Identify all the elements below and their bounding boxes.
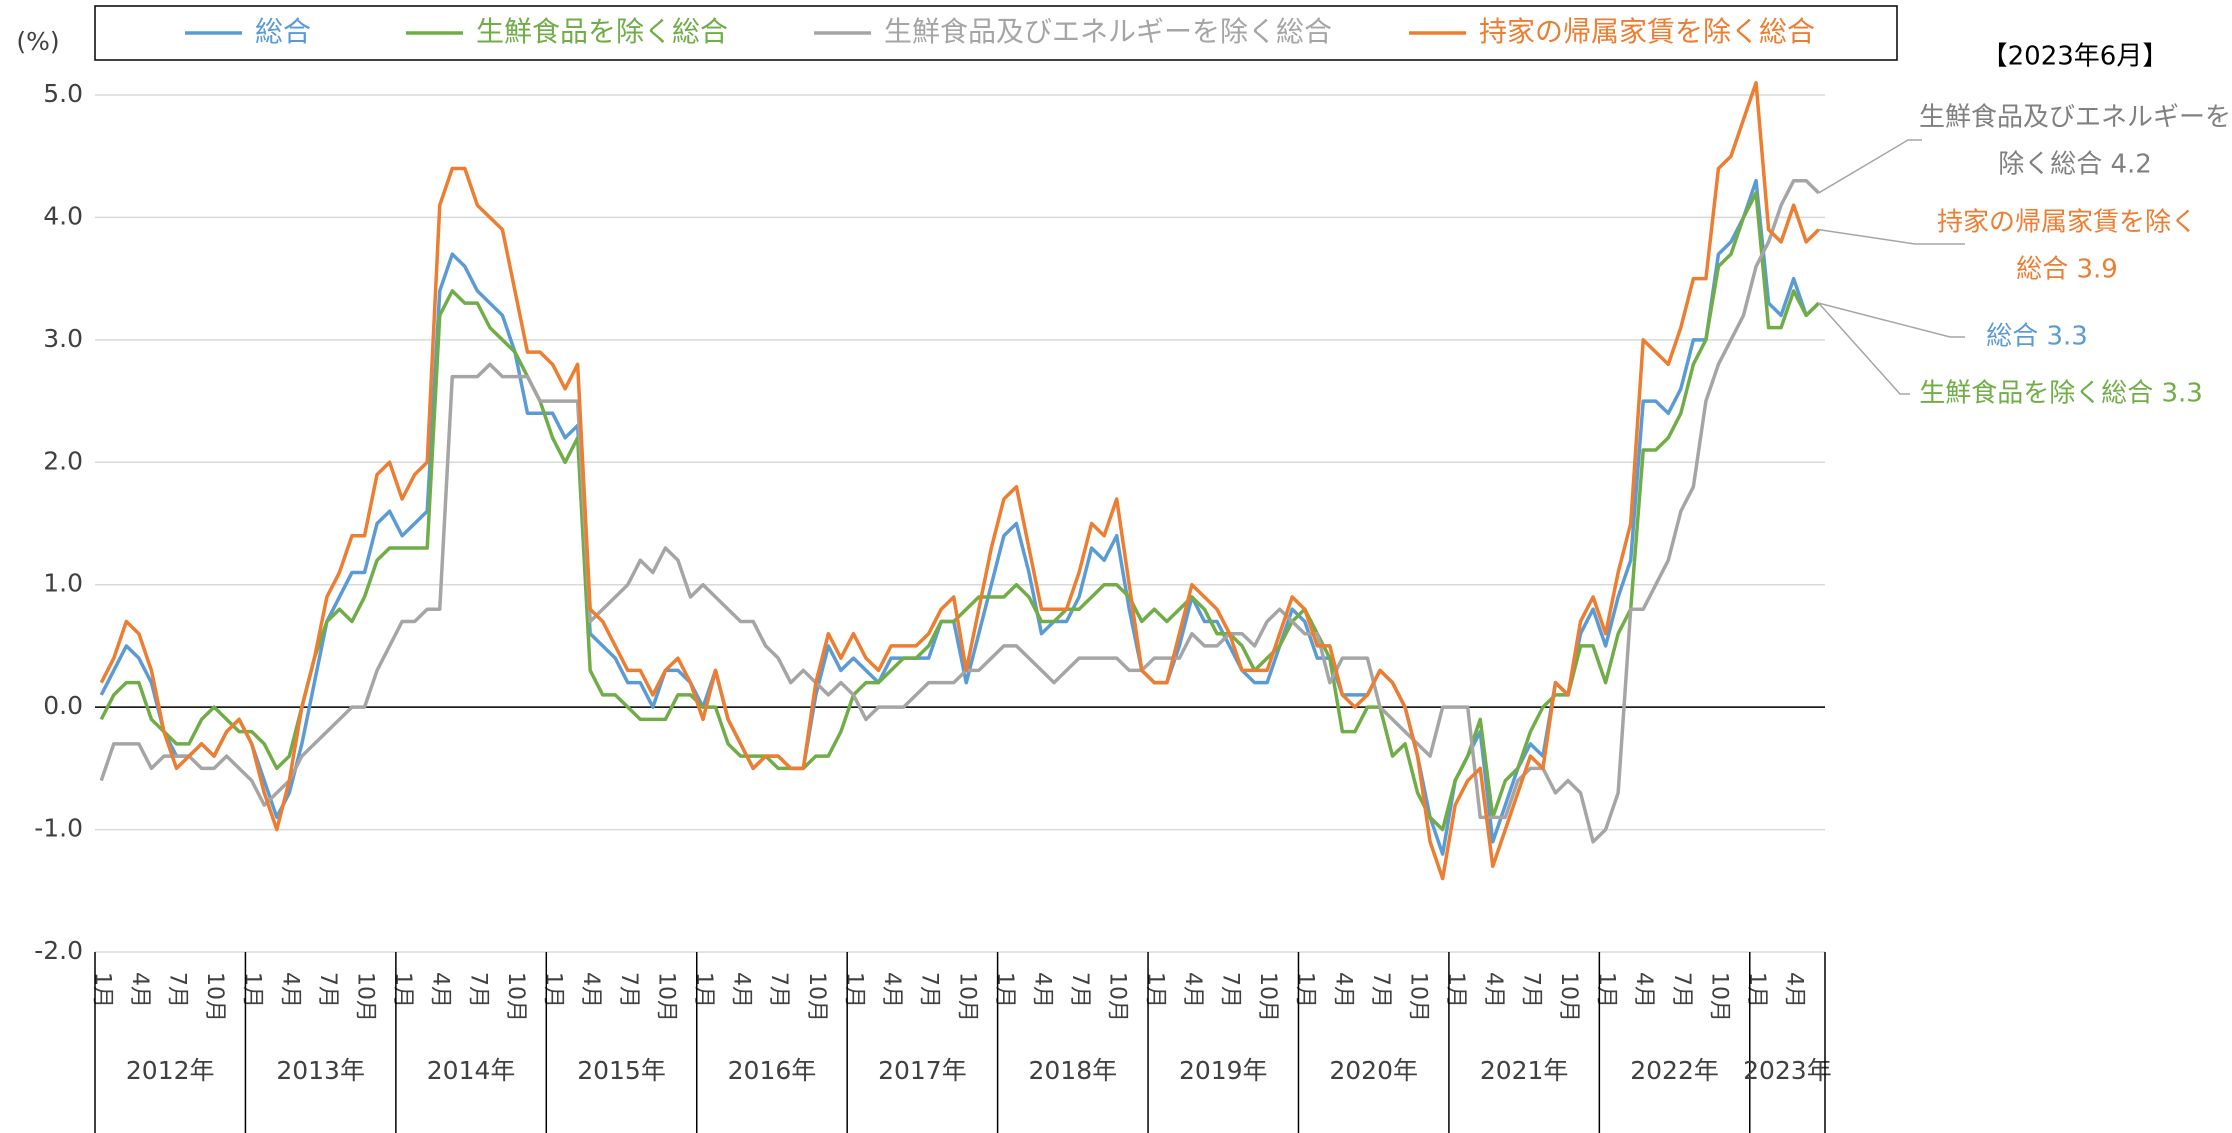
x-tick-label: 4月 <box>879 972 904 1008</box>
annotation: 除く総合 4.2 <box>1998 150 2152 180</box>
x-tick-label: 4月 <box>729 972 754 1008</box>
annotation-leader <box>1818 302 1965 338</box>
x-tick-label: 1月 <box>1443 972 1468 1008</box>
x-group-label: 2012年 <box>126 1056 215 1085</box>
x-tick-label: 1月 <box>992 972 1017 1008</box>
x-tick-label: 10月 <box>954 972 979 1022</box>
y-axis-label: (%) <box>16 27 59 56</box>
annotation: 生鮮食品及びエネルギーを <box>1919 103 2231 133</box>
x-tick-label: 10月 <box>503 972 528 1022</box>
x-tick-label: 10月 <box>1406 972 1431 1022</box>
series-line <box>99 191 1820 832</box>
x-tick-label: 10月 <box>1255 972 1280 1022</box>
x-tick-label: 7月 <box>1518 972 1543 1008</box>
x-tick-label: 10月 <box>1105 972 1130 1022</box>
y-tick-label: 0.0 <box>43 691 83 720</box>
x-tick-label: 1月 <box>841 972 866 1008</box>
x-tick-label: 4月 <box>428 972 453 1008</box>
x-tick-label: 7月 <box>1067 972 1092 1008</box>
x-tick-label: 10月 <box>1706 972 1731 1022</box>
x-group-label: 2016年 <box>728 1056 817 1085</box>
x-tick-label: 7月 <box>164 972 189 1008</box>
series-line <box>99 178 1820 856</box>
series-line <box>99 178 1820 844</box>
x-tick-label: 7月 <box>1368 972 1393 1008</box>
date-label: 【2023年6月】 <box>1982 42 2169 72</box>
x-tick-label: 7月 <box>1218 972 1243 1008</box>
x-tick-label: 10月 <box>353 972 378 1022</box>
x-tick-label: 10月 <box>804 972 829 1022</box>
x-tick-label: 1月 <box>240 972 265 1008</box>
x-tick-label: 1月 <box>1142 972 1167 1008</box>
x-tick-label: 4月 <box>1782 972 1807 1008</box>
x-tick-label: 1月 <box>691 972 716 1008</box>
legend-box <box>94 5 1898 61</box>
y-tick-label: 4.0 <box>43 201 83 230</box>
annotation: 総合 3.3 <box>1986 322 2088 352</box>
annotation: 生鮮食品を除く総合 3.3 <box>1919 379 2203 409</box>
x-tick-label: 4月 <box>277 972 302 1008</box>
x-group-label: 2021年 <box>1480 1056 1569 1085</box>
y-tick-label: 1.0 <box>43 569 83 598</box>
x-tick-label: 10月 <box>202 972 227 1022</box>
annotation: 総合 3.9 <box>2016 255 2118 285</box>
y-tick-label: -1.0 <box>34 814 83 843</box>
x-tick-label: 1月 <box>1293 972 1318 1008</box>
x-tick-label: 7月 <box>917 972 942 1008</box>
legend-label: 持家の帰属家賃を除く総合 <box>1479 15 1815 48</box>
x-group-label: 2018年 <box>1029 1056 1118 1085</box>
legend-label: 総合 <box>255 15 311 48</box>
x-tick-label: 4月 <box>578 972 603 1008</box>
x-tick-label: 1月 <box>541 972 566 1008</box>
series-line <box>99 81 1820 881</box>
x-group-label: 2013年 <box>276 1056 365 1085</box>
annotation-leader <box>1818 302 1910 395</box>
x-tick-label: 4月 <box>127 972 152 1008</box>
x-tick-label: 4月 <box>1180 972 1205 1008</box>
x-tick-label: 4月 <box>1029 972 1054 1008</box>
x-tick-label: 7月 <box>1669 972 1694 1008</box>
x-group-label: 2017年 <box>878 1056 967 1085</box>
x-tick-label: 1月 <box>1594 972 1619 1008</box>
annotation-leader <box>1818 228 1965 245</box>
x-group-label: 2023年 <box>1743 1056 1832 1085</box>
x-tick-label: 1月 <box>390 972 415 1008</box>
x-tick-label: 1月 <box>89 972 114 1008</box>
x-tick-label: 7月 <box>465 972 490 1008</box>
x-tick-label: 10月 <box>653 972 678 1022</box>
x-tick-label: 7月 <box>766 972 791 1008</box>
y-tick-label: -2.0 <box>34 936 83 965</box>
x-tick-label: 7月 <box>616 972 641 1008</box>
annotation: 持家の帰属家賃を除く <box>1937 208 2197 238</box>
x-group-label: 2014年 <box>427 1056 516 1085</box>
x-group-label: 2019年 <box>1179 1056 1268 1085</box>
y-tick-label: 5.0 <box>43 79 83 108</box>
legend-label: 生鮮食品を除く総合 <box>476 15 728 48</box>
x-tick-label: 10月 <box>1556 972 1581 1022</box>
x-tick-label: 4月 <box>1481 972 1506 1008</box>
legend-label: 生鮮食品及びエネルギーを除く総合 <box>884 15 1332 48</box>
x-tick-label: 1月 <box>1744 972 1769 1008</box>
x-tick-label: 7月 <box>315 972 340 1008</box>
x-group-label: 2022年 <box>1630 1056 1719 1085</box>
x-tick-label: 4月 <box>1330 972 1355 1008</box>
y-tick-label: 3.0 <box>43 324 83 353</box>
annotation-leader <box>1818 139 1922 194</box>
x-group-label: 2020年 <box>1329 1056 1418 1085</box>
x-group-label: 2015年 <box>577 1056 666 1085</box>
y-tick-label: 2.0 <box>43 446 83 475</box>
x-tick-label: 4月 <box>1631 972 1656 1008</box>
